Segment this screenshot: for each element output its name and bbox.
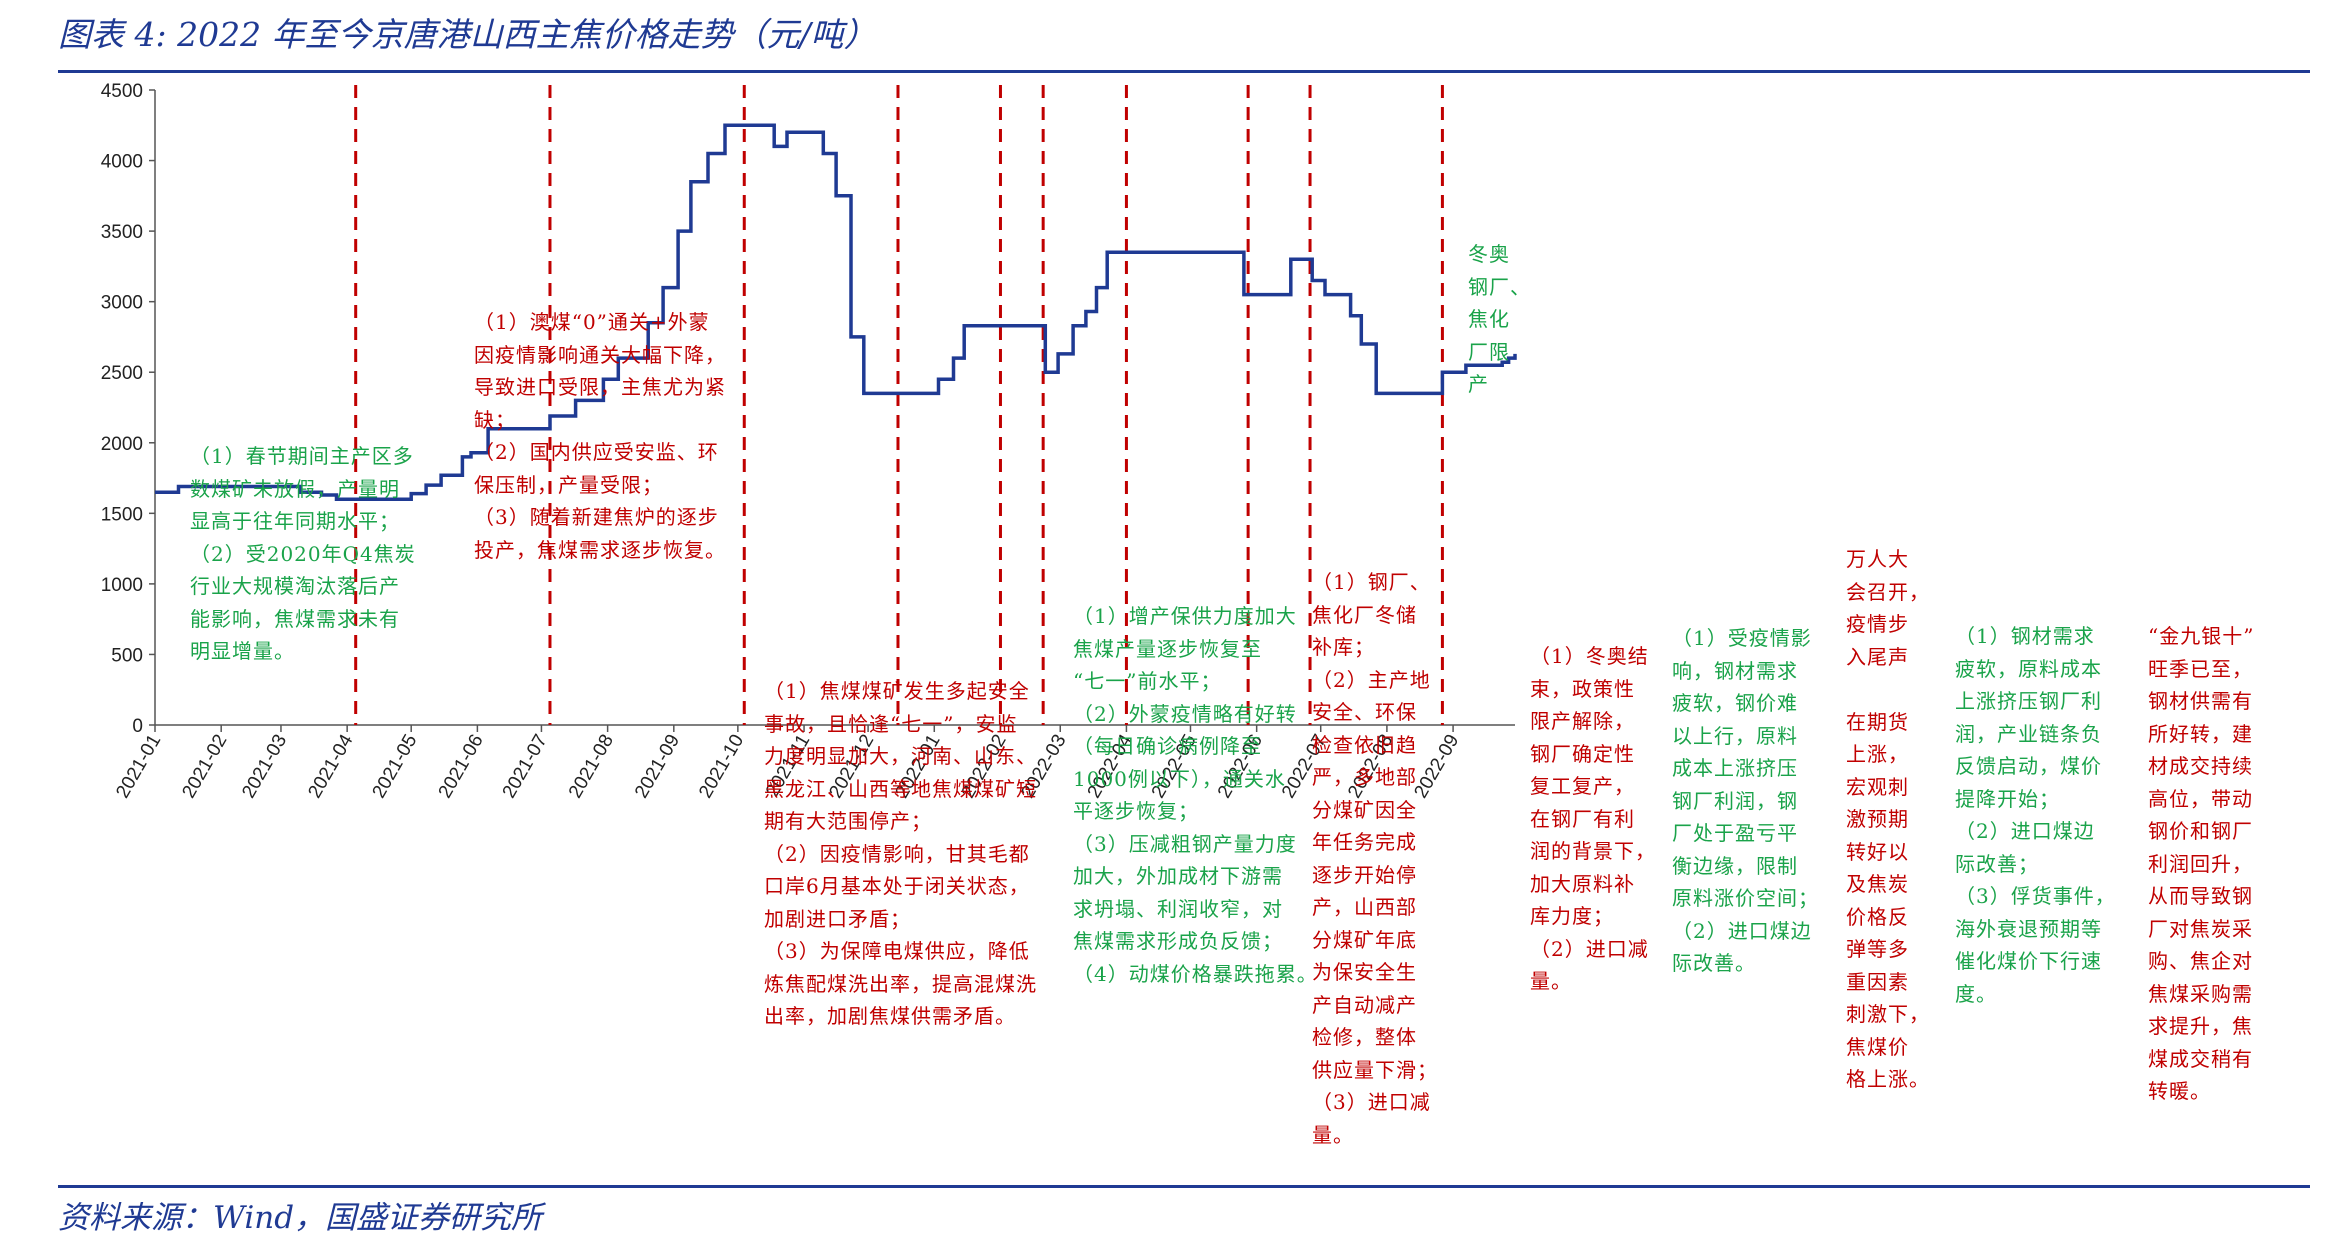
price-chart: 0 500 1000 1500 2000 2500 3000 3500 4000 4500 2021… [101, 81, 1517, 802]
title-rule [58, 70, 2310, 73]
x-tick-label: 2021-02 [178, 731, 231, 802]
y-tick-label: 3000 [101, 293, 143, 314]
annotation-q3-2021: （1）焦煤煤矿发生多起安全 事故，且恰逢“七一”，安监 力度明显加大，河南、山东… [764, 679, 1037, 1028]
x-tick-label: 2021-10 [695, 731, 748, 802]
y-tick-label: 1000 [101, 575, 143, 596]
x-tick-label: 2021-08 [565, 731, 618, 802]
x-tick-label: 2021-07 [499, 731, 552, 802]
x-tick-label: 2021-09 [631, 731, 684, 802]
y-tick-label: 3500 [101, 222, 143, 243]
annotation-winter-olympics: 冬奥 钢厂、 焦化 厂限 产 [1468, 242, 1531, 396]
y-tick-label: 2000 [101, 434, 143, 455]
source-rule [58, 1185, 2310, 1188]
x-tick-label: 2021-03 [238, 731, 291, 802]
y-tick-label: 500 [111, 645, 143, 666]
y-tick-label: 1500 [101, 504, 143, 525]
y-tick-label: 4000 [101, 152, 143, 173]
y-tick-label: 2500 [101, 363, 143, 384]
period-dividers [354, 85, 1444, 725]
y-tick-label: 4500 [101, 81, 143, 102]
annotation-jun-2022: 万人大 会召开， 疫情步 入尾声 在期货 上涨， 宏观刺 激预期 转好以 及焦炭… [1846, 547, 1930, 1091]
annotation-apr-2022: （1）受疫情影 响，钢材需求 疲软，钢价难 以上行，原料 成本上涨挤压 钢厂利润… [1672, 626, 1819, 975]
source-note: 资料来源：Wind，国盛证券研究所 [58, 1200, 543, 1236]
annotation-dec-2021: （1）钢厂、 焦化厂冬储 补库； （2）主产地 安全、环保 检查依旧趋 严，多地… [1312, 570, 1438, 1147]
price-line-series [154, 123, 1517, 501]
annotation-jul-2022: （1）钢材需求 疲软，原料成本 上涨挤压钢厂利 润，产业链条负 反馈启动，煤价 … [1955, 624, 2116, 1006]
x-tick-label: 2021-05 [368, 731, 421, 802]
annotation-sep-2022: “金九银十” 旺季已至， 钢材供需有 所好转，建 材成交持续 高位，带动 钢价和… [2148, 624, 2255, 1103]
annotation-mar-2022: （1）冬奥结 束，政策性 限产解除， 钢厂确定性 复工复产， 在钢厂有利 润的背… [1530, 644, 1656, 993]
x-tick-label: 2021-01 [112, 731, 165, 802]
y-tick-label: 0 [132, 716, 143, 737]
x-tick-label: 2021-06 [435, 731, 488, 802]
chart-title: 图表 4: 2022 年至今京唐港山西主焦价格走势（元/吨） [58, 15, 877, 54]
annotation-q2-2021: （1）澳煤“0”通关+外蒙 因疫情影响通关大幅下降， 导致进口受限，主焦尤为紧 … [474, 310, 726, 562]
x-tick-label: 2021-04 [304, 731, 357, 802]
annotation-q4-2021: （1）增产保供力度加大 焦煤产量逐步恢复至 “七一”前水平； （2）外蒙疫情略有… [1073, 604, 1318, 986]
annotation-q1-2021: （1）春节期间主产区多 数煤矿未放假，产量明 显高于往年同期水平； （2）受20… [190, 444, 416, 663]
